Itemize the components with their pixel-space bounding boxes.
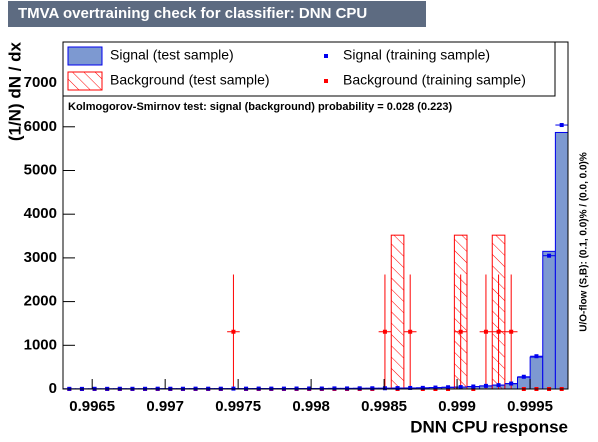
bar [390,234,405,390]
chart-title: TMVA overtraining check for classifier: … [18,5,367,22]
point [370,386,375,391]
legend-label: Background (test sample) [110,72,270,88]
bar [554,131,569,390]
point [382,329,387,334]
y-tick-label: 4000 [24,205,57,222]
y-tick-label: 3000 [24,249,57,266]
point [307,386,312,391]
point [345,386,350,391]
x-tick-label: 0.997 [146,398,184,415]
point [521,374,526,379]
point [395,386,400,391]
point [483,383,488,388]
legend-marker [324,79,328,83]
x-tick-label: 0.9965 [69,398,115,415]
x-tick-label: 0.9975 [215,398,261,415]
point [420,385,425,390]
y-tick-label: 1000 [24,336,57,353]
y-tick-label: 5000 [24,161,57,178]
legend-label: Signal (test sample) [110,47,234,63]
point [382,386,387,391]
legend-label: Signal (training sample) [343,47,490,63]
side-note: U/O-flow (S,B): (0.1, 0.0)% / (0.0, 0.0)… [579,152,590,332]
x-tick-label: 0.998 [292,398,330,415]
y-tick-label: 6000 [24,118,57,135]
y-axis-label: (1/N) dN / dx [5,41,24,141]
y-tick-label: 7000 [24,74,57,91]
point [408,385,413,390]
point [483,329,488,334]
point [458,329,463,334]
point [496,383,501,388]
point [534,354,539,359]
point [231,329,236,334]
point [509,329,514,334]
point [471,384,476,389]
x-tick-label: 0.999 [438,398,476,415]
x-axis-label: DNN CPU response [410,417,568,436]
legend-box [62,41,556,97]
x-tick-label: 0.9985 [361,398,407,415]
point [408,329,413,334]
point [332,386,337,391]
point [547,253,552,258]
point [458,385,463,390]
annotation: Kolmogorov-Smirnov test: signal (backgro… [68,101,452,113]
point [446,385,451,390]
point [559,123,564,128]
point [433,385,438,390]
point [496,329,501,334]
legend-label: Background (training sample) [343,72,526,88]
y-tick-label: 2000 [24,293,57,310]
point [509,381,514,386]
title-box [8,1,426,27]
legend-marker [324,54,328,58]
bar [542,250,556,390]
point [357,386,362,391]
x-tick-label: 0.9995 [507,398,553,415]
bar [529,356,544,390]
legend-swatch [67,71,103,91]
y-tick-label: 0 [49,380,57,397]
legend-swatch [67,46,103,66]
